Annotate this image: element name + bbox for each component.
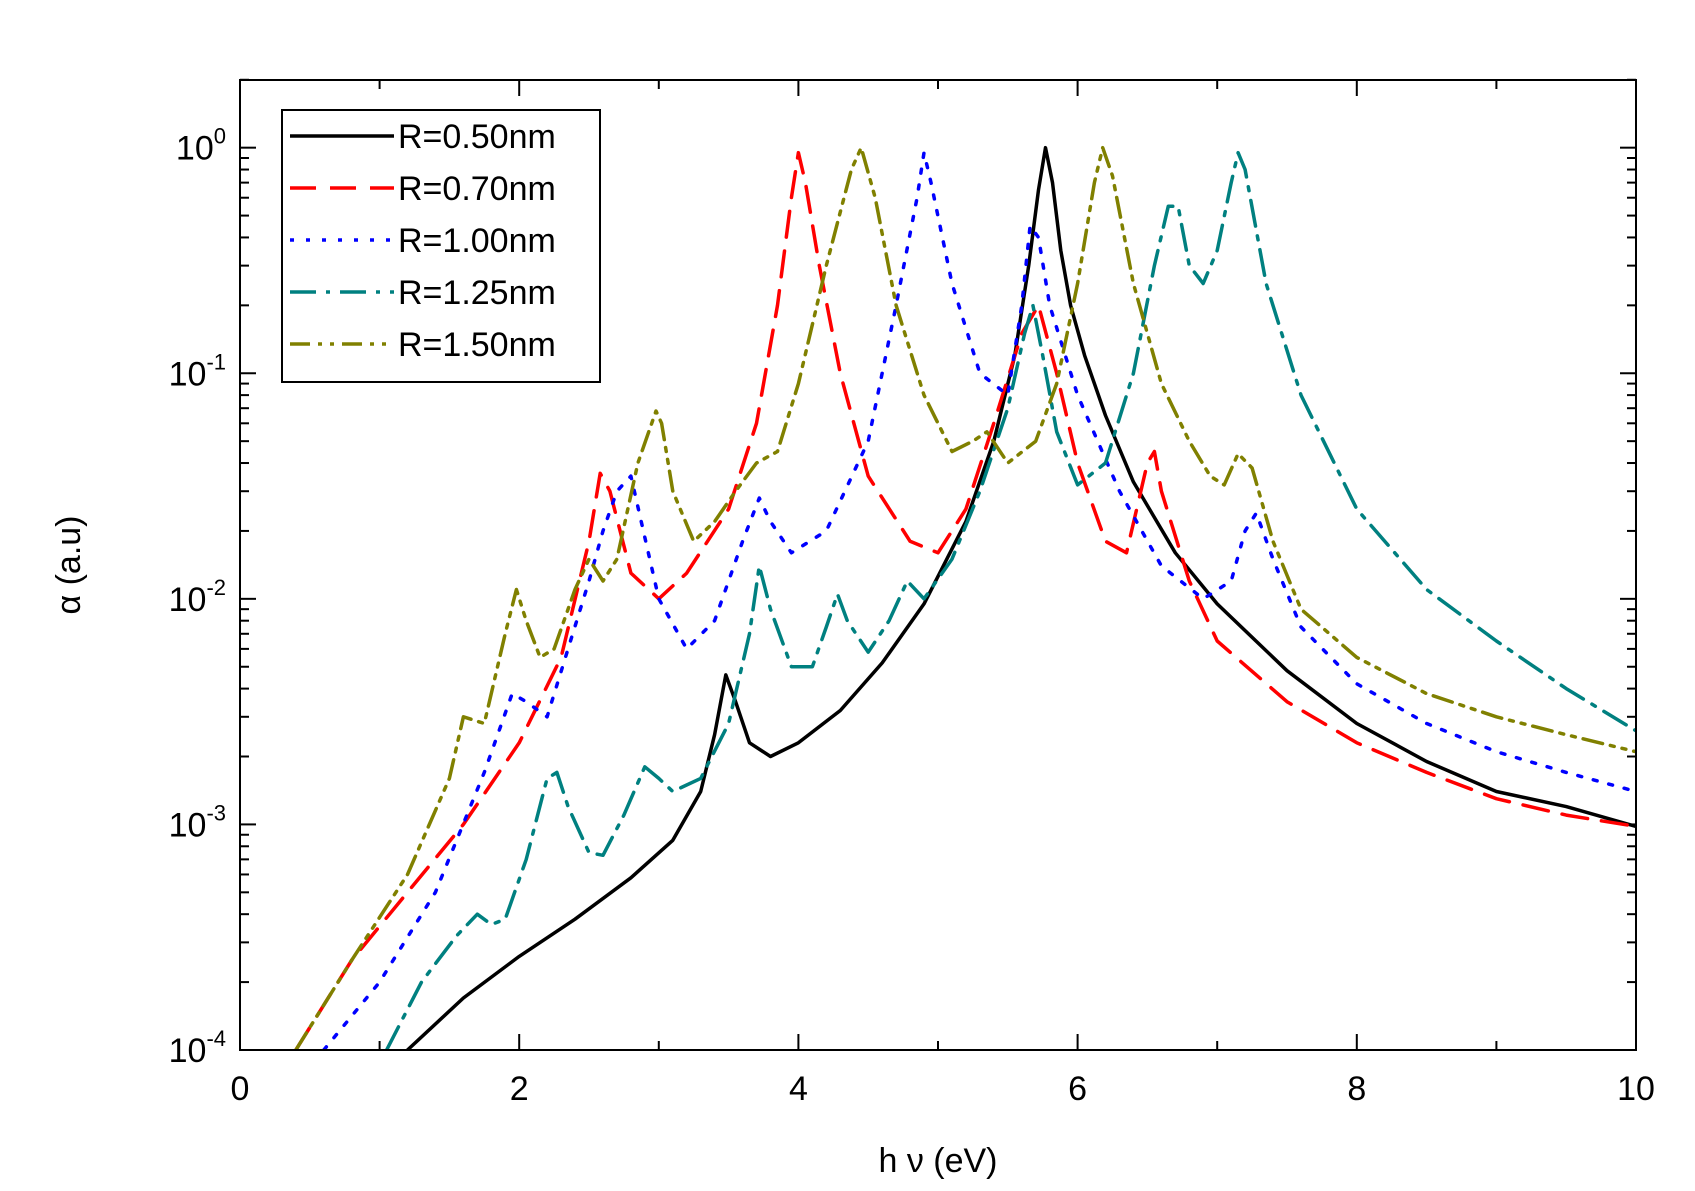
y-tick-label-base: 10 [176,130,214,168]
x-tick-label: 0 [231,1070,250,1108]
legend-label: R=1.00nm [398,222,556,260]
legend-box [281,109,601,383]
y-tick-label: 10-2 [169,575,226,619]
legend-label: R=0.70nm [398,170,556,208]
x-tick-label: 6 [1068,1070,1087,1108]
y-tick-label: 10-4 [169,1026,226,1070]
legend-label: R=1.50nm [398,326,556,364]
y-tick-label-exponent: -4 [206,1026,226,1051]
y-axis-label: α (a.u) [50,515,88,614]
x-tick-label: 4 [789,1070,808,1108]
y-tick-label-exponent: -2 [206,575,226,600]
legend-label: R=0.50nm [398,118,556,156]
y-tick-label-base: 10 [169,1032,207,1070]
y-tick-label-base: 10 [169,355,207,393]
y-tick-label: 10-1 [169,349,226,393]
y-tick-label-exponent: -1 [206,349,226,374]
series-line-r-1-25nm [384,150,1636,1050]
x-tick-label: 2 [510,1070,529,1108]
y-tick-label-base: 10 [169,806,207,844]
x-tick-label: 10 [1617,1070,1655,1108]
x-tick-label: 8 [1347,1070,1366,1108]
series-line-r-0-70nm [294,150,1636,1050]
x-axis-label: h ν (eV) [878,1142,997,1180]
y-tick-label-base: 10 [169,581,207,619]
legend-label: R=1.25nm [398,274,556,312]
y-tick-label-exponent: 0 [214,124,226,149]
plot-frame [239,79,1637,1051]
y-tick-label-exponent: -3 [206,800,226,825]
y-tick-label: 10-3 [169,800,226,844]
series-line-r-1-50nm [294,145,1636,1050]
y-tick-label: 100 [176,124,226,168]
series-line-r-0-50nm [405,145,1636,1050]
axis-ticks [239,78,1637,1051]
series-group [294,145,1636,1050]
legend: R=0.50nm R=0.70nm R=1.00nm R=1.25nm R=1.50nm [281,109,601,383]
